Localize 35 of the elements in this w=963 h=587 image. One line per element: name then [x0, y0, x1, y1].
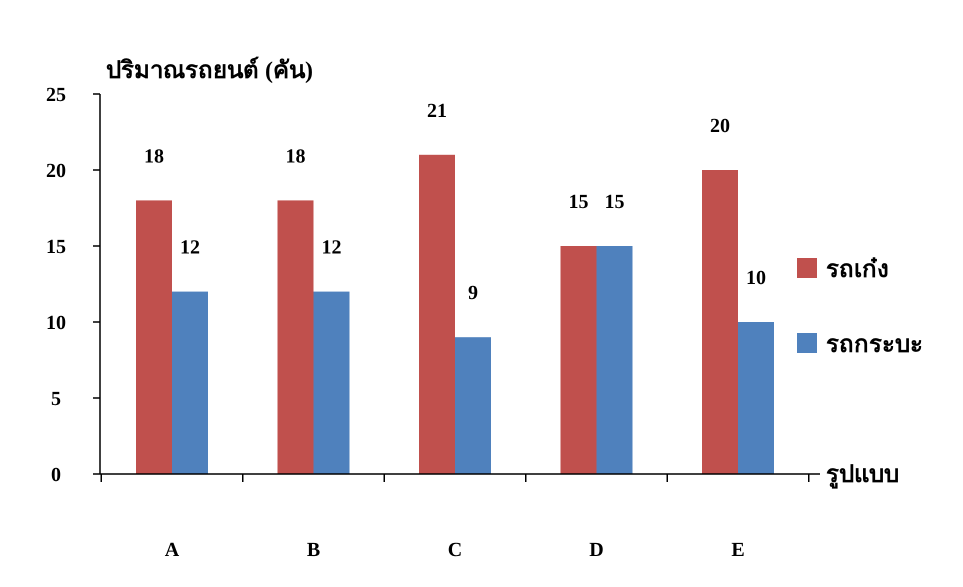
data-label: 20 — [710, 115, 730, 137]
bar — [455, 337, 491, 474]
bar — [172, 292, 208, 474]
x-tick-label: D — [589, 539, 604, 561]
bar — [278, 200, 314, 474]
legend-label: รถเก๋ง — [826, 257, 889, 283]
bar — [136, 200, 172, 474]
data-label: 21 — [427, 100, 447, 122]
y-tick-label: 25 — [46, 84, 66, 106]
bar — [596, 246, 632, 474]
y-tick-label: 15 — [46, 236, 66, 258]
data-label: 9 — [468, 282, 478, 304]
data-label: 15 — [568, 191, 588, 213]
bar — [702, 170, 738, 474]
data-label: 12 — [180, 236, 200, 259]
data-label: 18 — [286, 145, 306, 168]
bar — [314, 292, 350, 474]
data-label: 15 — [604, 191, 624, 213]
y-tick-label: 5 — [51, 388, 61, 410]
data-label: 12 — [322, 236, 342, 259]
x-tick-label: B — [306, 539, 320, 561]
bar — [560, 246, 596, 474]
legend-label: รถกระบะ — [826, 332, 923, 358]
data-label: 18 — [144, 145, 164, 168]
y-tick-label: 10 — [46, 312, 66, 334]
bar — [738, 322, 774, 474]
y-tick-label: 20 — [46, 160, 66, 182]
x-tick-label: A — [164, 539, 180, 561]
bar — [419, 154, 455, 474]
x-tick-label: E — [731, 539, 745, 561]
y-tick-label: 0 — [51, 464, 61, 486]
data-label: 10 — [746, 267, 766, 289]
y-axis-title: ปริมาณรถยนต์ (คัน) — [106, 56, 313, 84]
x-tick-label: C — [448, 539, 462, 561]
x-axis-title: รูปแบบ — [826, 462, 899, 489]
